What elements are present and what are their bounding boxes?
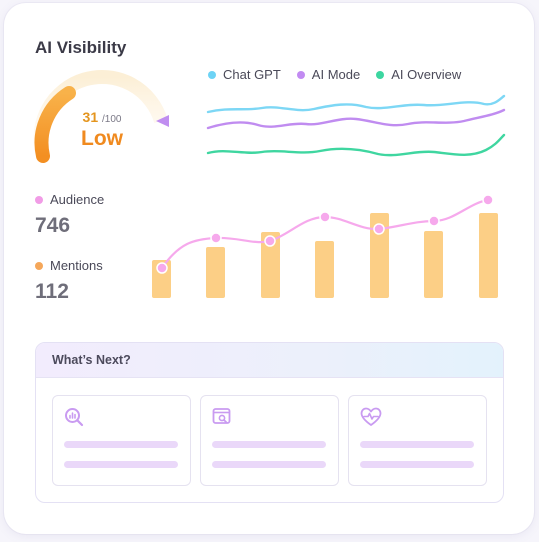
placeholder-bar [360,441,474,448]
audience-point [482,194,494,206]
legend-item-ai-mode: AI Mode [296,67,361,82]
placeholder-bar [360,461,474,468]
ai-mode-line [206,108,506,130]
audience-dot-icon [35,195,43,204]
ai-visibility-card: AI Visibility 31 /100 Low Chat GPT AI [4,3,534,534]
legend-dot-icon [208,70,216,79]
card-title: AI Visibility [35,38,127,57]
next-step-tile[interactable] [52,395,191,486]
mentions-label: Mentions [50,258,103,273]
audience-stat-label: Audience [35,192,104,207]
next-step-tile[interactable] [348,395,487,486]
audience-point [428,215,440,227]
ai-overview-line [206,133,506,157]
audience-point [373,223,385,235]
browser-search-icon [212,408,231,424]
gauge-score-value: 31 [82,109,99,125]
visibility-gauge [33,69,169,163]
legend-label: AI Overview [391,67,462,82]
legend-label: Chat GPT [223,67,281,82]
chat-gpt-line [206,94,506,114]
mentions-bar [261,232,280,298]
audience-point [264,235,276,247]
whats-next-title: What’s Next? [36,343,503,378]
whats-next-panel: What’s Next? [35,342,504,503]
audience-point [319,211,331,223]
audience-label: Audience [50,192,105,207]
gauge-level-label: Low [81,127,123,150]
placeholder-bar [64,441,178,448]
legend-dot-icon [296,70,305,79]
legend-item-ai-overview: AI Overview [376,67,461,82]
audience-value: 746 [35,214,71,237]
mentions-bar [479,213,498,298]
mentions-bar [424,231,443,298]
series-legend: Chat GPT AI Mode AI Overview [208,67,461,82]
legend-item-chat-gpt: Chat GPT [208,67,281,82]
legend-dot-icon [376,70,385,79]
heart-pulse-icon [360,407,382,426]
placeholder-bar [212,461,326,468]
audience-point [210,232,222,244]
legend-label: AI Mode [311,67,361,82]
trend-lines [206,94,506,157]
search-chart-icon [65,408,84,427]
mentions-value: 112 [35,280,69,303]
mentions-stat-label: Mentions [35,258,103,273]
gauge-fill [34,86,76,163]
placeholder-bar [212,441,326,448]
placeholder-bar [64,461,178,468]
mentions-audience-chart [152,194,498,298]
mentions-bar [206,247,225,298]
gauge-score-max: /100 [102,114,122,125]
mentions-bar [315,241,334,298]
mentions-dot-icon [35,261,43,270]
mentions-bar [370,213,389,298]
gauge-marker-icon [156,115,169,127]
next-step-tile[interactable] [200,395,339,486]
audience-point [156,262,168,274]
gauge-score: 31 /100 [62,109,142,125]
